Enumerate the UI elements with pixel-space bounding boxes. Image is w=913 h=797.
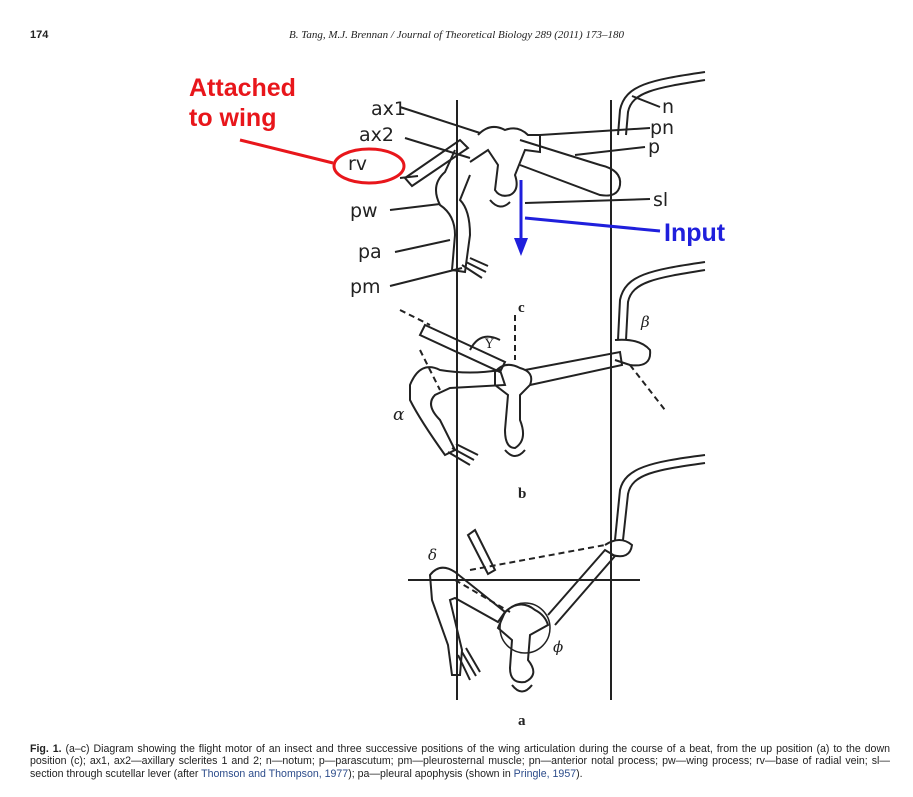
parascutum-a — [547, 548, 617, 626]
label-beta: β — [641, 313, 650, 331]
label-p: p — [648, 136, 661, 158]
notum-c — [617, 71, 706, 136]
panel-label-c: c — [518, 300, 525, 316]
pleural-apophysis-a — [428, 566, 507, 676]
label-pw: pw — [350, 200, 378, 222]
radial-vein-c — [403, 138, 470, 188]
axillary-sclerites-a — [496, 603, 550, 684]
parascutum-b — [524, 350, 624, 386]
caption-ref-pringle[interactable]: Pringle, 1957 — [513, 767, 577, 780]
annotation-attached-to-wing: Attached to wing — [189, 73, 329, 133]
blue-annotation-graphics — [519, 180, 661, 242]
figure-caption: Fig. 1. (a–c) Diagram showing the flight… — [30, 743, 890, 780]
label-sl: sl — [653, 189, 669, 211]
figure-drawing — [239, 71, 706, 700]
pleural-apophysis-b — [409, 366, 507, 457]
label-alpha: α — [393, 405, 405, 425]
running-header: B. Tang, M.J. Brennan / Journal of Theor… — [289, 29, 624, 41]
label-gamma: Y — [485, 337, 494, 352]
label-pn: pn — [650, 117, 675, 139]
hinge-a-right — [604, 539, 634, 558]
figure-flight-motor: ax1 ax2 rv pw pa pm n pn p sl β Y α δ ϕ … — [0, 60, 913, 740]
blue-pointer-line — [524, 216, 661, 233]
radial-vein-b — [418, 323, 507, 374]
caption-text-3: ). — [576, 767, 583, 780]
annotation-attached-line2: to wing — [189, 104, 277, 132]
page-number: 174 — [30, 29, 49, 41]
panel-label-a: a — [518, 713, 526, 729]
blue-input-arrowhead — [514, 238, 528, 256]
hinge-b-right — [614, 338, 652, 367]
label-phi: ϕ — [553, 638, 564, 656]
axillary-sclerites-c — [469, 125, 541, 197]
caption-label: Fig. 1. — [30, 743, 62, 755]
label-delta: δ — [428, 546, 438, 564]
annotation-attached-line1: Attached — [189, 74, 296, 102]
annotation-input: Input — [664, 219, 726, 247]
label-pm: pm — [350, 276, 381, 298]
red-highlight-ellipse — [332, 147, 406, 185]
notum-a — [614, 454, 706, 541]
axillary-sclerites-b — [494, 363, 533, 450]
caption-text-2: ); pa—pleural apophysis (shown in — [348, 767, 514, 780]
label-rv: rv — [348, 153, 368, 175]
caption-text-1: (a–c) Diagram showing the flight motor o… — [30, 743, 890, 780]
label-ax1: ax1 — [371, 98, 406, 120]
parascutum-c — [519, 139, 622, 197]
caption-ref-thomson[interactable]: Thomson and Thompson, 1977 — [201, 767, 349, 780]
red-pointer-line — [239, 138, 334, 165]
label-n: n — [662, 96, 675, 118]
panel-label-b: b — [518, 486, 527, 502]
red-annotation-graphics — [239, 138, 406, 185]
label-ax2: ax2 — [359, 124, 394, 146]
label-pa: pa — [358, 241, 382, 263]
notum-b — [617, 261, 706, 341]
radial-vein-a — [466, 528, 497, 576]
page-header: 174 B. Tang, M.J. Brennan / Journal of T… — [0, 0, 913, 60]
pleural-apophysis-c — [435, 149, 472, 274]
